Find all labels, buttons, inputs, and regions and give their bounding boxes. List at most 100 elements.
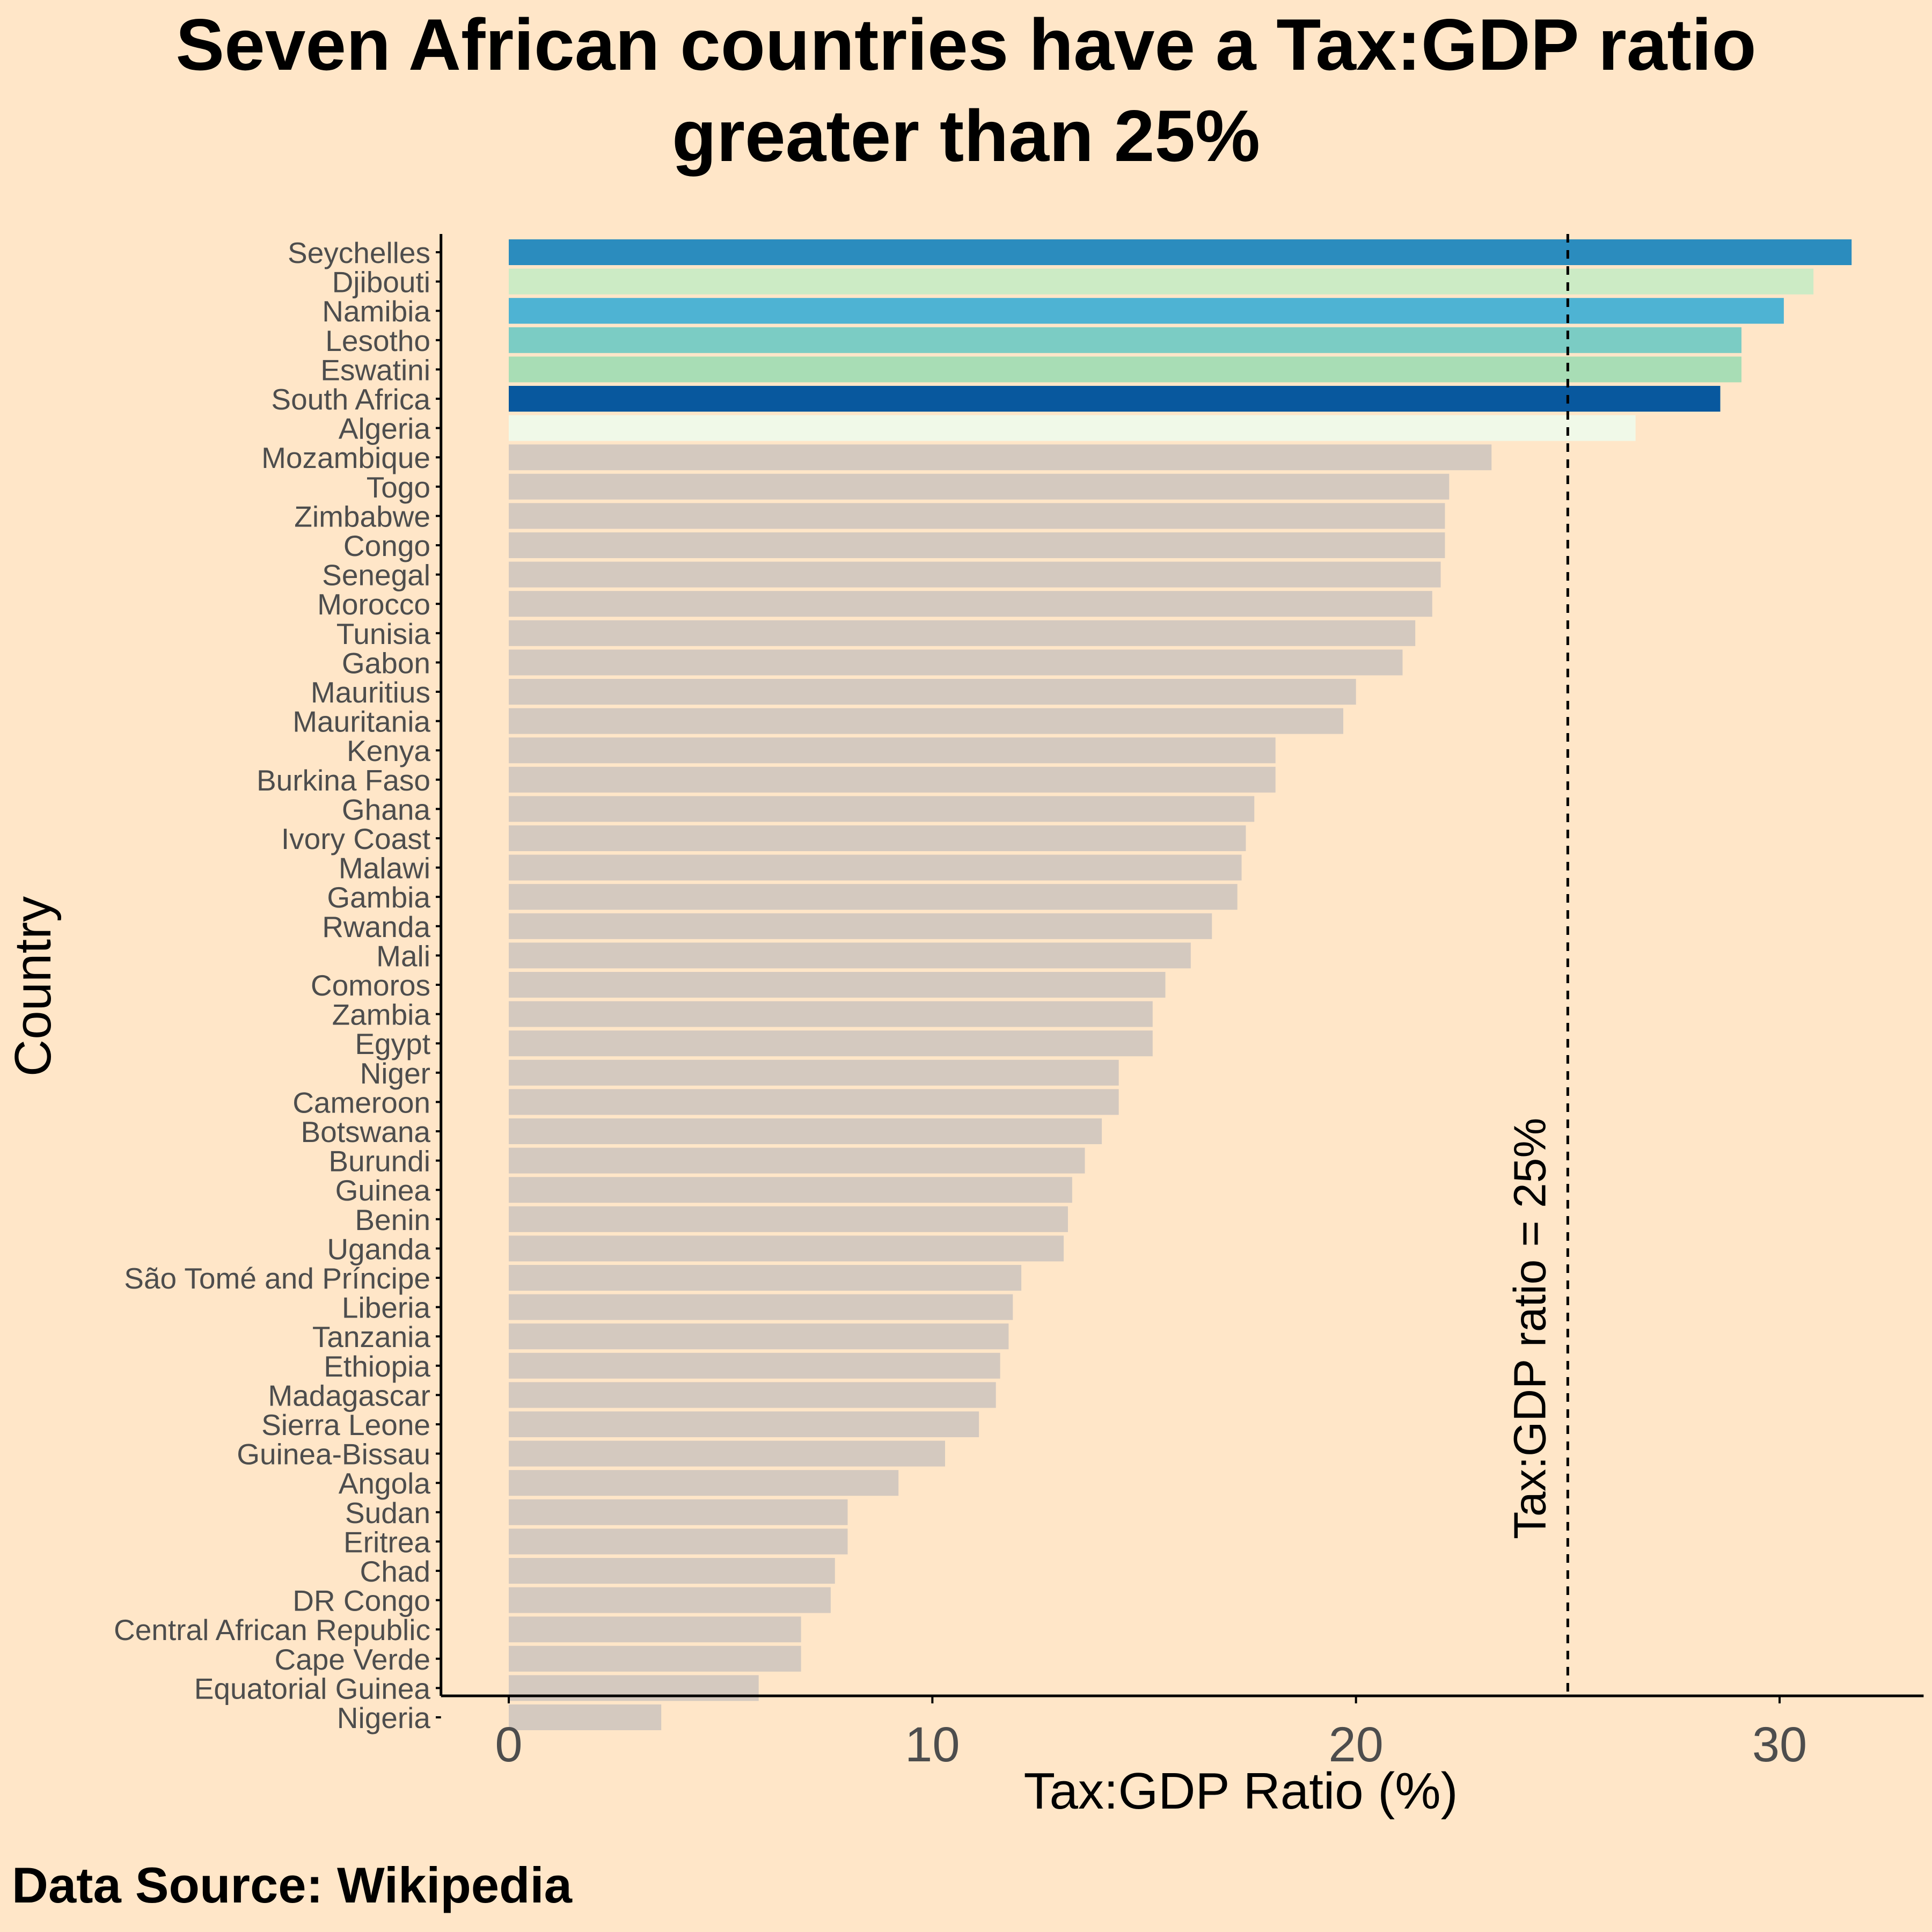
y-tick-label-ivory-coast: Ivory Coast bbox=[281, 822, 430, 855]
y-tick-label-egypt: Egypt bbox=[355, 1027, 430, 1060]
bar-tunisia bbox=[509, 620, 1416, 646]
y-tick-label-djibouti: Djibouti bbox=[332, 266, 430, 299]
y-axis-title: Country bbox=[4, 896, 62, 1077]
reference-line-label: Tax:GDP ratio = 25% bbox=[1504, 1118, 1555, 1539]
bar-congo bbox=[509, 532, 1445, 558]
y-tick-label-ethiopia: Ethiopia bbox=[324, 1350, 430, 1383]
y-tick-label-gabon: Gabon bbox=[342, 646, 430, 679]
bar-gambia bbox=[509, 884, 1238, 910]
y-tick-label-burkina-faso: Burkina Faso bbox=[257, 764, 430, 797]
bar-niger bbox=[509, 1059, 1119, 1086]
bar-mozambique bbox=[509, 444, 1492, 471]
y-tick-label-comoros: Comoros bbox=[311, 969, 430, 1002]
bar-guinea bbox=[509, 1177, 1072, 1203]
bar-morocco bbox=[509, 591, 1432, 617]
chart-title-line-1: Seven African countries have a Tax:GDP r… bbox=[175, 4, 1756, 85]
y-tick-label-ghana: Ghana bbox=[342, 793, 431, 826]
bar-kenya bbox=[509, 737, 1276, 764]
bar-lesotho bbox=[509, 327, 1741, 353]
bar-chad bbox=[509, 1558, 835, 1584]
y-tick-label-niger: Niger bbox=[360, 1057, 430, 1090]
y-tick-label-tunisia: Tunisia bbox=[336, 617, 431, 650]
bar-malawi bbox=[509, 854, 1242, 881]
y-tick-label-tanzania: Tanzania bbox=[312, 1320, 431, 1353]
bar-sudan bbox=[509, 1499, 848, 1525]
y-tick-label-dr-congo: DR Congo bbox=[292, 1584, 430, 1618]
bar-uganda bbox=[509, 1235, 1064, 1262]
y-tick-labels: SeychellesDjiboutiNamibiaLesothoEswatini… bbox=[114, 236, 430, 1735]
y-tick-label-rwanda: Rwanda bbox=[322, 910, 430, 943]
bar-guinea-bissau bbox=[509, 1440, 946, 1467]
y-tick-label-malawi: Malawi bbox=[339, 852, 430, 885]
bar-seychelles bbox=[509, 239, 1852, 265]
bar-rwanda bbox=[509, 913, 1212, 939]
bar-togo bbox=[509, 473, 1450, 500]
y-tick-label-namibia: Namibia bbox=[322, 295, 430, 328]
chart-title-line-2: greater than 25% bbox=[672, 95, 1260, 177]
bar-central-african-republic bbox=[509, 1616, 801, 1643]
y-tick-label-zimbabwe: Zimbabwe bbox=[294, 500, 430, 533]
y-tick-label-cape-verde: Cape Verde bbox=[275, 1643, 431, 1676]
bar-zimbabwe bbox=[509, 503, 1445, 529]
bar-ethiopia bbox=[509, 1352, 1000, 1379]
bar-egypt bbox=[509, 1030, 1153, 1057]
bar-cape-verde bbox=[509, 1645, 801, 1672]
x-tick-label-0: 0 bbox=[495, 1717, 522, 1772]
y-tick-label-kenya: Kenya bbox=[347, 734, 430, 767]
y-tick-label-algeria: Algeria bbox=[339, 412, 431, 445]
y-tick-label-mali: Mali bbox=[376, 939, 430, 972]
y-tick-label-botswana: Botswana bbox=[301, 1115, 430, 1148]
x-tick-label-20: 20 bbox=[1328, 1717, 1383, 1772]
y-tick-label-cameroon: Cameroon bbox=[292, 1086, 430, 1119]
y-tick-label-lesotho: Lesotho bbox=[325, 324, 430, 357]
y-tick-label-gambia: Gambia bbox=[327, 881, 430, 914]
bar-sierra-leone bbox=[509, 1411, 979, 1437]
y-tick-label-equatorial-guinea: Equatorial Guinea bbox=[194, 1672, 431, 1705]
bar-sao-tome-and-principe bbox=[509, 1265, 1022, 1291]
y-tick-label-central-african-republic: Central African Republic bbox=[114, 1613, 430, 1646]
bar-ivory-coast bbox=[509, 825, 1246, 851]
bar-senegal bbox=[509, 561, 1441, 588]
bar-comoros bbox=[509, 972, 1166, 998]
y-tick-label-eswatini: Eswatini bbox=[320, 353, 430, 386]
y-tick-label-nigeria: Nigeria bbox=[337, 1701, 431, 1735]
y-tick-label-congo: Congo bbox=[343, 529, 430, 562]
bar-madagascar bbox=[509, 1382, 996, 1408]
y-tick-label-south-africa: South Africa bbox=[271, 383, 430, 416]
bar-liberia bbox=[509, 1294, 1013, 1320]
bar-algeria bbox=[509, 415, 1636, 441]
y-tick-label-sao-tome-and-principe: São Tomé and Príncipe bbox=[124, 1262, 430, 1295]
bar-nigeria bbox=[509, 1704, 662, 1730]
y-tick-label-mozambique: Mozambique bbox=[261, 441, 430, 474]
x-axis-title: Tax:GDP Ratio (%) bbox=[1023, 1762, 1458, 1820]
bar-burkina-faso bbox=[509, 766, 1276, 793]
bar-gabon bbox=[509, 649, 1403, 676]
bar-mauritius bbox=[509, 679, 1356, 705]
x-tick-label-10: 10 bbox=[905, 1717, 960, 1772]
bar-mauritania bbox=[509, 708, 1343, 734]
bar-benin bbox=[509, 1206, 1068, 1232]
y-tick-label-burundi: Burundi bbox=[328, 1145, 430, 1178]
x-ticks: 0 10 20 30 bbox=[495, 1696, 1807, 1772]
bar-zambia bbox=[509, 1001, 1153, 1027]
x-tick-label-30: 30 bbox=[1752, 1717, 1807, 1772]
y-tick-label-benin: Benin bbox=[355, 1203, 430, 1236]
bar-ghana bbox=[509, 796, 1255, 822]
y-tick-label-sudan: Sudan bbox=[345, 1496, 430, 1529]
y-tick-label-madagascar: Madagascar bbox=[268, 1379, 430, 1412]
bar-cameroon bbox=[509, 1089, 1119, 1115]
y-tick-label-senegal: Senegal bbox=[322, 559, 430, 592]
y-tick-label-guinea-bissau: Guinea-Bissau bbox=[237, 1438, 430, 1471]
data-source: Data Source: Wikipedia bbox=[12, 1857, 573, 1913]
y-tick-label-angola: Angola bbox=[339, 1467, 431, 1500]
y-tick-label-mauritius: Mauritius bbox=[311, 676, 430, 709]
y-tick-label-liberia: Liberia bbox=[342, 1291, 431, 1324]
y-tick-label-chad: Chad bbox=[360, 1555, 430, 1588]
y-tick-label-togo: Togo bbox=[367, 471, 430, 504]
y-tick-label-zambia: Zambia bbox=[332, 998, 431, 1031]
bar-botswana bbox=[509, 1118, 1102, 1144]
y-tick-label-eritrea: Eritrea bbox=[343, 1525, 430, 1558]
bar-eritrea bbox=[509, 1528, 848, 1555]
bar-burundi bbox=[509, 1147, 1085, 1174]
